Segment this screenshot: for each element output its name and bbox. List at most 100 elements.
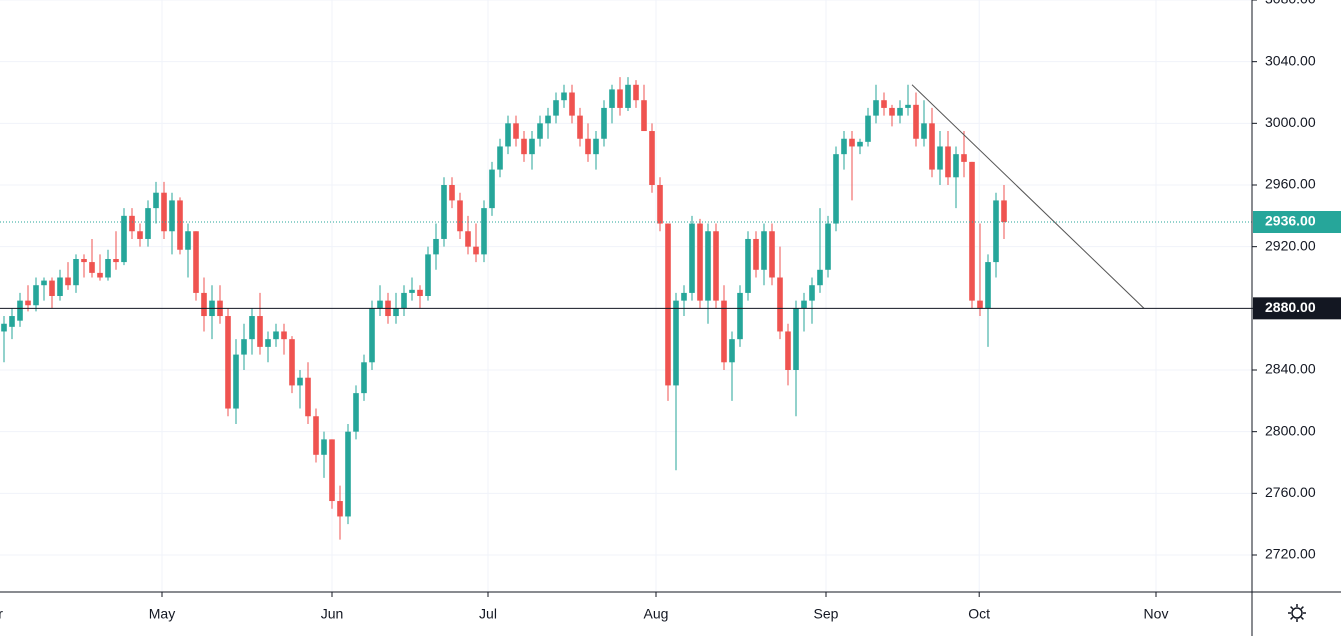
candle-body xyxy=(513,123,519,139)
candle-body xyxy=(977,300,983,309)
candle-body xyxy=(185,231,191,250)
candle-body xyxy=(561,92,567,101)
candle-body xyxy=(713,231,719,301)
candle-body xyxy=(601,107,607,139)
candle-body xyxy=(473,246,479,255)
candle-body xyxy=(937,146,943,170)
settings-icon[interactable] xyxy=(1288,604,1306,622)
candle-body xyxy=(521,138,527,155)
candle-body xyxy=(921,123,927,139)
candle-body xyxy=(241,339,247,355)
candle-body xyxy=(625,84,631,108)
candle-body xyxy=(233,354,239,409)
candle-body xyxy=(161,192,167,232)
candle-body xyxy=(49,280,55,296)
candle-body xyxy=(409,289,415,293)
candle-body xyxy=(657,185,663,224)
candle-body xyxy=(529,138,535,155)
candle-body xyxy=(321,439,327,455)
price-label: 2880.00 xyxy=(1265,299,1316,315)
candle-body xyxy=(393,308,399,317)
y-tick-label: 2960.00 xyxy=(1265,176,1316,192)
candle-body xyxy=(41,280,47,286)
candle-body xyxy=(793,308,799,370)
x-tick-label: Sep xyxy=(814,606,839,622)
candle-body xyxy=(465,231,471,247)
candle-body xyxy=(849,138,855,147)
candle-body xyxy=(265,339,271,347)
price-label-box xyxy=(1253,297,1341,320)
candle-body xyxy=(441,185,447,239)
candle-body xyxy=(169,200,175,232)
candle-body xyxy=(137,231,143,239)
y-tick-label: 2800.00 xyxy=(1265,422,1316,438)
candle-body xyxy=(953,154,959,178)
trendline xyxy=(911,84,1145,309)
price-label-box xyxy=(1253,211,1341,233)
candle-body xyxy=(969,161,975,301)
candle-body xyxy=(81,259,87,263)
y-tick-label: 3000.00 xyxy=(1265,114,1316,130)
candle-body xyxy=(777,277,783,332)
candle-body xyxy=(281,331,287,340)
candle-body xyxy=(785,331,791,370)
candle-body xyxy=(881,100,887,108)
candle-body xyxy=(449,185,455,201)
candle-body xyxy=(729,339,735,363)
candle-body xyxy=(545,115,551,124)
candle-body xyxy=(961,154,967,162)
candle-body xyxy=(913,104,919,139)
candle-body xyxy=(289,339,295,386)
candle-body xyxy=(425,254,431,296)
candle-body xyxy=(505,123,511,147)
candle-body xyxy=(489,169,495,209)
candle-body xyxy=(329,439,335,502)
candle-body xyxy=(649,131,655,185)
candle-body xyxy=(993,200,999,263)
candle-body xyxy=(417,289,423,296)
candle-body xyxy=(297,377,303,386)
x-tick-label: Jun xyxy=(321,606,344,622)
candle-body xyxy=(65,277,71,286)
candle-body xyxy=(945,146,951,178)
candle-body xyxy=(721,300,727,363)
candle-body xyxy=(89,262,95,273)
candle-body xyxy=(537,123,543,139)
candle-body xyxy=(761,231,767,270)
candle-body xyxy=(153,192,159,209)
candle-body xyxy=(113,259,119,263)
candle-body xyxy=(201,292,207,317)
candle-body xyxy=(361,362,367,394)
y-tick-label: 2840.00 xyxy=(1265,361,1316,377)
candle-body xyxy=(585,138,591,155)
x-tick-label: Aug xyxy=(644,606,669,622)
candle-body xyxy=(129,215,135,232)
candle-body xyxy=(873,100,879,116)
candle-body xyxy=(865,115,871,142)
candle-body xyxy=(609,89,615,108)
x-tick-label: Apr xyxy=(0,606,3,622)
candle-body xyxy=(577,115,583,139)
candle-body xyxy=(641,100,647,132)
candle-body xyxy=(305,377,311,417)
candle-body xyxy=(97,272,103,278)
candle-body xyxy=(929,123,935,170)
candle-body xyxy=(1,323,7,332)
y-tick-label: 2720.00 xyxy=(1265,546,1316,562)
candle-body xyxy=(825,223,831,270)
price-label: 2936.00 xyxy=(1265,213,1316,229)
candle-body xyxy=(345,431,351,517)
candle-body xyxy=(905,104,911,108)
candle-body xyxy=(737,292,743,340)
y-tick-label: 2760.00 xyxy=(1265,484,1316,500)
candle-body xyxy=(225,316,231,409)
candle-body xyxy=(177,200,183,250)
candle-body xyxy=(817,269,823,286)
x-tick-label: Oct xyxy=(968,606,990,622)
candle-body xyxy=(273,331,279,340)
candle-body xyxy=(497,146,503,170)
candle-body xyxy=(257,316,263,347)
candle-body xyxy=(681,292,687,301)
x-tick-label: Jul xyxy=(479,606,497,622)
